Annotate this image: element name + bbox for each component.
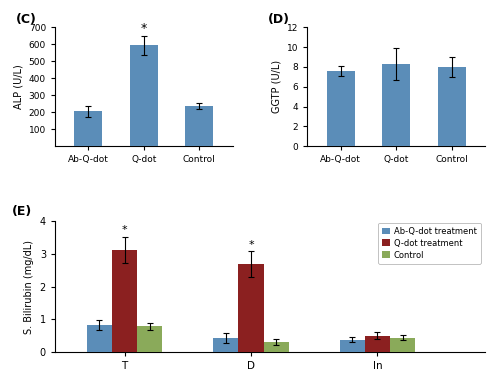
Text: (C): (C) (16, 13, 37, 26)
Bar (112, 249, 137, 352)
Text: (D): (D) (268, 13, 290, 26)
Text: (E): (E) (12, 205, 32, 219)
Bar (130, 45, 158, 146)
Text: *: * (122, 225, 128, 235)
Bar (326, 71, 354, 146)
Y-axis label: S. Bilirubin (mg/dL): S. Bilirubin (mg/dL) (24, 240, 34, 334)
Bar (186, 106, 214, 146)
Bar (74, 111, 102, 146)
Y-axis label: ALP (U/L): ALP (U/L) (13, 65, 23, 109)
Bar (238, 264, 264, 352)
Legend: Ab-Q-dot treatment, Q-dot treatment, Control: Ab-Q-dot treatment, Q-dot treatment, Con… (378, 223, 481, 264)
Text: *: * (248, 240, 254, 250)
Bar (264, 342, 289, 352)
Bar (365, 335, 390, 352)
Bar (390, 338, 415, 352)
Y-axis label: GGTP (U/L): GGTP (U/L) (271, 60, 281, 113)
Bar (382, 64, 410, 146)
Bar (213, 338, 238, 352)
Bar (438, 67, 466, 146)
Bar (86, 325, 112, 352)
Bar (137, 326, 162, 352)
Bar (340, 340, 365, 352)
Text: *: * (140, 22, 147, 34)
